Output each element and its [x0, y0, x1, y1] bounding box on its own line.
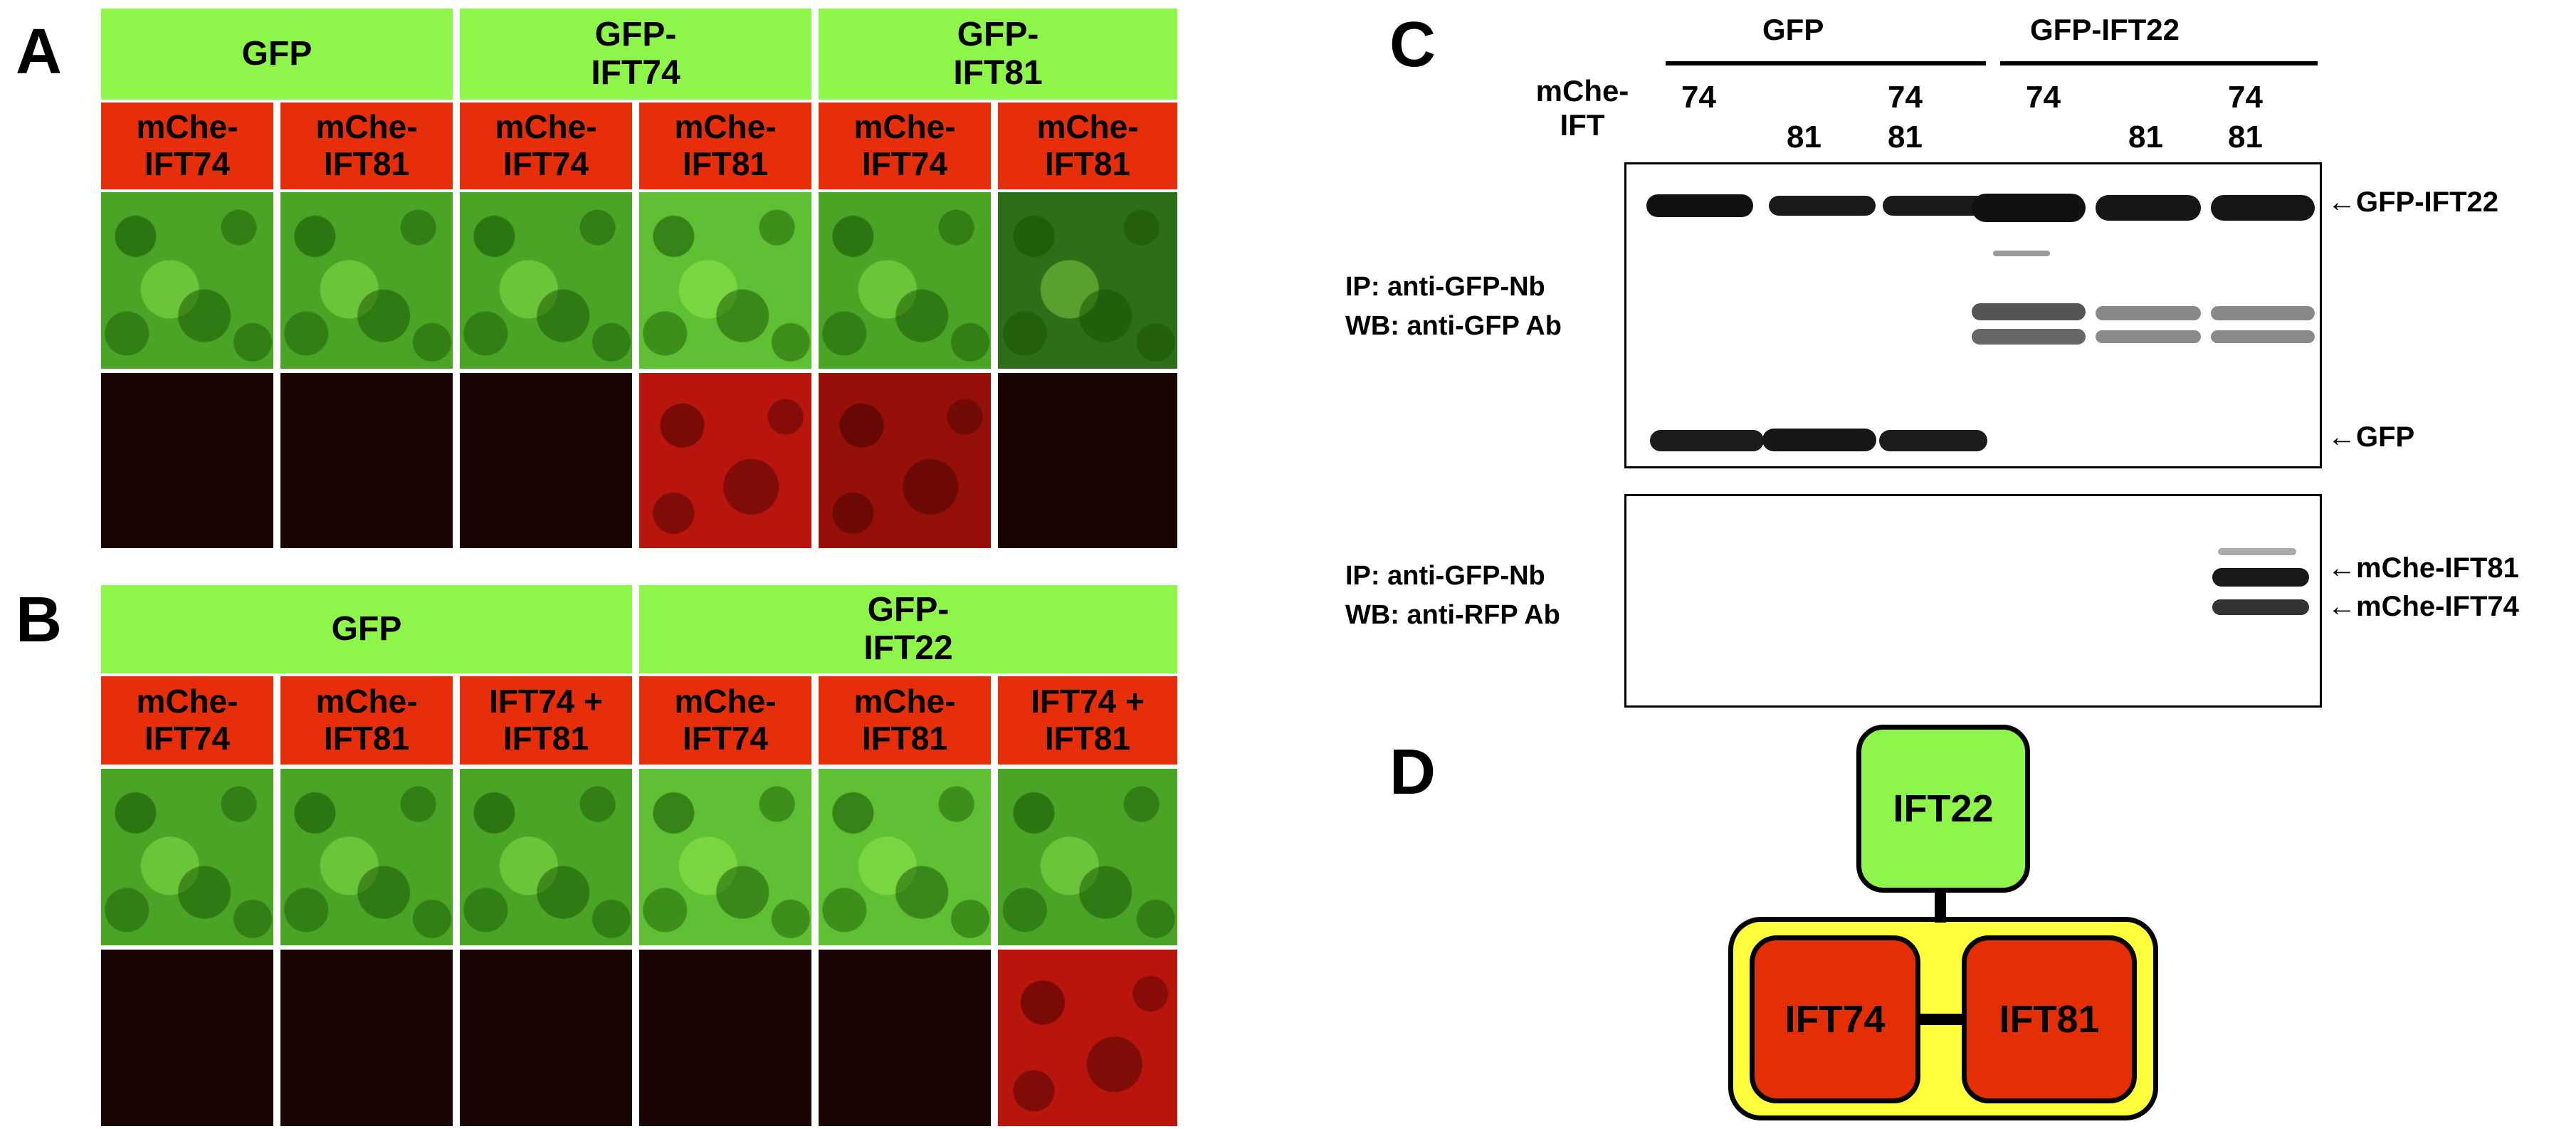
arrow-icon: ←	[2328, 187, 2356, 218]
panel-b-mcherry-image	[998, 950, 1177, 1126]
panel-a-mcherry-image	[460, 373, 632, 548]
band-degradation-lane5	[2096, 306, 2201, 320]
panel-b-mcherry-image	[280, 950, 453, 1126]
band-gfp-ift22-lane5	[2096, 195, 2201, 221]
panel-b-mcherry-image	[639, 950, 811, 1126]
panel-a-subheader: mChe- IFT74	[101, 103, 273, 189]
panel-b-mcherry-image	[819, 950, 991, 1126]
lane-3-top: 74	[1888, 80, 1923, 115]
panel-b-mcherry-image	[101, 950, 273, 1126]
panel-b-gfp-image	[819, 769, 991, 945]
ift74-box: IFT74	[1750, 935, 1920, 1103]
panel-a-header-gfp: GFP	[101, 9, 453, 100]
panel-a-mcherry-image	[280, 373, 453, 548]
arrow-icon: ←	[2328, 591, 2356, 622]
band-mche-ift81	[2212, 568, 2309, 587]
panel-b-subheader: mChe- IFT74	[101, 676, 273, 765]
lane-6-bottom: 81	[2228, 120, 2263, 154]
band-label-mche-ift74: mChe-IFT74	[2356, 591, 2519, 622]
lane-5-bottom: 81	[2128, 120, 2163, 154]
panel-a-gfp-image	[460, 192, 632, 369]
band-gfp-lane2	[1762, 429, 1876, 451]
ift22-label: IFT22	[1893, 787, 1994, 830]
panel-a-mcherry-image	[101, 373, 273, 548]
panel-b-mcherry-image	[460, 950, 632, 1126]
panel-b-subheader: mChe- IFT81	[819, 676, 991, 765]
band-degradation-lane6	[2211, 306, 2315, 320]
group-label-gfp-ift22: GFP-IFT22	[2030, 13, 2180, 46]
band-label-mche-ift81: mChe-IFT81	[2356, 552, 2519, 584]
panel-a-letter: A	[16, 16, 62, 88]
panel-b-gfp-image	[998, 769, 1177, 945]
connector-horizontal	[1918, 1014, 1965, 1025]
lane-6-top: 74	[2228, 80, 2263, 115]
panel-a-gfp-image	[280, 192, 453, 369]
band-degradation-lane6	[2211, 330, 2315, 343]
panel-d-letter: D	[1389, 737, 1436, 808]
band-label-gfp-ift22: GFP-IFT22	[2356, 187, 2499, 218]
band-gfp-ift22	[1769, 196, 1876, 216]
panel-b-subheader: IFT74 + IFT81	[998, 676, 1177, 765]
arrow-label-mche-ift74: ←mChe-IFT74	[2328, 591, 2519, 623]
panel-b-gfp-image	[460, 769, 632, 945]
panel-a-mcherry-image	[998, 373, 1177, 548]
panel-a-gfp-image	[101, 192, 273, 369]
panel-b-letter: B	[16, 584, 62, 656]
band-gfp-lane3	[1879, 430, 1987, 451]
ift81-label: IFT81	[1999, 998, 2100, 1041]
band-faint-lane6	[2218, 548, 2296, 555]
panel-b-header-gfp: GFP	[101, 585, 632, 673]
band-label-gfp: GFP	[2356, 421, 2415, 453]
band-degradation-lane5	[2096, 330, 2201, 343]
connector-vertical	[1935, 890, 1946, 923]
panel-b-gfp-image	[280, 769, 453, 945]
panel-b-subheader: mChe- IFT81	[280, 676, 453, 765]
lane-2-bottom: 81	[1787, 120, 1821, 154]
panel-a-gfp-image	[998, 192, 1177, 369]
lane-4-top: 74	[2026, 80, 2061, 115]
arrow-label-gfp: ←GFP	[2328, 421, 2414, 453]
band-gfp-ift22-lane6	[2211, 195, 2315, 221]
group-bracket-gfp-ift22	[2000, 61, 2318, 65]
panel-a-gfp-image	[819, 192, 991, 369]
panel-b-header-gfp-ift22: GFP- IFT22	[639, 585, 1177, 673]
band-mche-ift74	[2212, 599, 2309, 615]
blot1-label: IP: anti-GFP-Nb WB: anti-GFP Ab	[1345, 272, 1562, 342]
band-degradation-lane4	[1972, 329, 2086, 345]
western-blot-anti-rfp	[1624, 494, 2322, 708]
arrow-label-gfp-ift22: ←GFP-IFT22	[2328, 187, 2498, 219]
panel-a-mcherry-image	[819, 373, 991, 548]
panel-b-gfp-image	[639, 769, 811, 945]
band-degradation-lane4	[1972, 303, 2086, 320]
panel-a-header-gfp-ift74: GFP- IFT74	[460, 9, 811, 100]
band-gfp-ift22	[1646, 194, 1753, 217]
lane-row-label: mChe- IFT	[1535, 74, 1629, 142]
band-faint	[1993, 251, 2050, 256]
panel-a-subheader: mChe- IFT81	[998, 103, 1177, 189]
arrow-icon: ←	[2328, 552, 2356, 584]
lane-1-top: 74	[1681, 80, 1716, 115]
arrow-label-mche-ift81: ←mChe-IFT81	[2328, 552, 2519, 584]
panel-a-mcherry-image	[639, 373, 811, 548]
panel-b-gfp-image	[101, 769, 273, 945]
lane-3-bottom: 81	[1888, 120, 1923, 154]
panel-a-gfp-image	[639, 192, 811, 369]
panel-a-subheader: mChe- IFT74	[819, 103, 991, 189]
panel-c-letter: C	[1389, 9, 1436, 80]
panel-a-subheader: mChe- IFT81	[280, 103, 453, 189]
band-gfp-ift22-lane4	[1972, 194, 2086, 222]
panel-b-subheader: IFT74 + IFT81	[460, 676, 632, 765]
band-gfp-lane1	[1650, 430, 1764, 451]
blot2-label: IP: anti-GFP-Nb WB: anti-RFP Ab	[1345, 561, 1560, 631]
panel-a-subheader: mChe- IFT81	[639, 103, 811, 189]
arrow-icon: ←	[2328, 421, 2356, 453]
group-label-gfp: GFP	[1762, 13, 1824, 46]
ift74-label: IFT74	[1784, 998, 1886, 1041]
ift81-box: IFT81	[1962, 935, 2137, 1103]
panel-b-subheader: mChe- IFT74	[639, 676, 811, 765]
group-bracket-gfp	[1666, 61, 1986, 65]
panel-a-header-gfp-ift81: GFP- IFT81	[819, 9, 1177, 100]
panel-a-subheader: mChe- IFT74	[460, 103, 632, 189]
ift22-box: IFT22	[1856, 725, 2030, 893]
